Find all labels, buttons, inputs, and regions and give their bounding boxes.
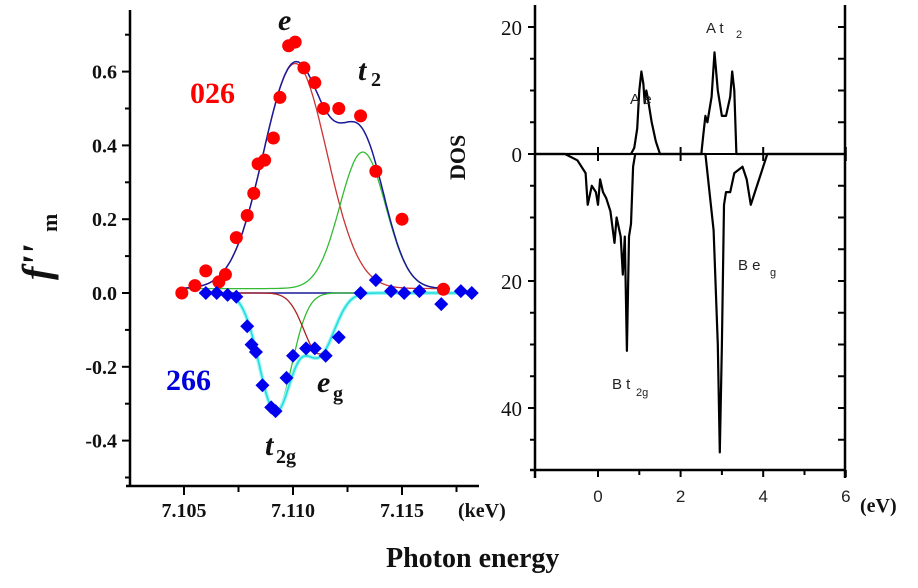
annotation-a-e: A e xyxy=(630,91,652,108)
data-point-266 xyxy=(353,286,368,300)
data-point-026 xyxy=(199,264,213,278)
data-point-266 xyxy=(397,286,412,300)
dos-curve-spin-b xyxy=(536,152,846,454)
data-point-266 xyxy=(434,297,449,312)
data-point-026 xyxy=(436,282,450,296)
data-point-266 xyxy=(384,284,399,299)
series-label-266: 266 xyxy=(166,364,211,397)
series-label-026: 026 xyxy=(190,77,235,110)
shared-x-label: Photon energy xyxy=(386,543,559,574)
data-point-266 xyxy=(331,330,346,345)
left-y-tick-label: 0.2 xyxy=(92,209,117,231)
data-point-026 xyxy=(317,102,331,115)
right-y-label: DOS xyxy=(445,135,470,180)
data-point-026 xyxy=(297,61,311,75)
data-point-026 xyxy=(369,164,383,178)
data-point-026 xyxy=(218,268,232,282)
left-x-tick-label: 7.110 xyxy=(271,500,315,522)
data-point-026 xyxy=(288,35,302,49)
annotation-b-eg-sub: g xyxy=(770,267,776,279)
data-point-026 xyxy=(258,153,272,167)
right-x-unit: (eV) xyxy=(860,495,897,517)
data-point-266 xyxy=(286,348,300,363)
data-point-026 xyxy=(240,209,254,223)
right-y-tick-label: 20 xyxy=(501,270,522,294)
data-point-026 xyxy=(266,131,280,145)
annotation-b-t2g-main: B t xyxy=(612,376,631,393)
data-point-266 xyxy=(412,284,427,299)
data-point-266 xyxy=(299,341,314,356)
annotation-b-t2g-sub: 2g xyxy=(636,387,648,399)
annotation-a-t2-sub: 2 xyxy=(736,29,742,41)
fit-curve-t2 xyxy=(179,151,450,290)
annotation-b-eg-main: B e xyxy=(738,257,761,274)
data-point-266 xyxy=(307,341,322,356)
left-y-tick-label: -0.2 xyxy=(85,357,117,379)
data-point-026 xyxy=(229,231,243,245)
data-point-026 xyxy=(175,286,189,300)
annotation-t2-sub: 2 xyxy=(371,69,381,91)
right-x-tick-label: 4 xyxy=(758,487,767,506)
annotation-t2g-sub: 2g xyxy=(276,446,296,468)
annotation-e: e xyxy=(278,4,291,37)
data-point-266 xyxy=(453,284,468,299)
right-y-tick-label: 40 xyxy=(501,397,522,421)
data-point-026 xyxy=(332,102,346,115)
data-point-026 xyxy=(188,279,202,293)
left-y-tick-label: 0.6 xyxy=(92,62,117,84)
left-y-tick-label: 0.0 xyxy=(92,283,117,305)
annotation-t2: t 2 xyxy=(358,54,381,91)
fit-curve-total-266 xyxy=(199,292,472,413)
left-x-ticks: 7.105 7.110 7.115 xyxy=(162,486,458,522)
left-x-tick-label: 7.105 xyxy=(162,500,207,522)
annotation-a-t2: A t 2 xyxy=(706,20,742,41)
right-panel: 20 0 20 40 0 2 4 6 (eV) DOS A e A t 2 B e g B … xyxy=(445,5,897,517)
right-x-tick-label: 0 xyxy=(593,487,602,506)
data-point-266 xyxy=(464,286,479,300)
right-x-tick-label: 2 xyxy=(676,487,685,506)
left-panel: 0.6 0.4 0.2 0.0 -0.2 -0.4 7.105 7.110 7.115 (ke… xyxy=(14,4,506,522)
annotation-a-t2-main: A t xyxy=(706,20,724,37)
annotation-eg: e g xyxy=(317,366,343,405)
annotation-eg-main: e xyxy=(317,366,330,399)
left-y-label-main: f'' xyxy=(14,244,59,280)
data-point-266 xyxy=(279,370,294,385)
right-x-ticks: 0 2 4 6 xyxy=(530,147,851,506)
left-data-points xyxy=(175,35,479,419)
data-point-266 xyxy=(198,286,213,300)
left-x-tick-label: 7.115 xyxy=(380,500,424,522)
annotation-b-t2g: B t 2g xyxy=(612,376,648,399)
left-x-unit: (keV) xyxy=(458,500,506,522)
dos-curve-spin-a xyxy=(536,51,846,156)
data-point-026 xyxy=(247,186,261,200)
right-y-tick-label: 0 xyxy=(512,143,523,167)
data-point-266 xyxy=(209,286,224,300)
data-point-266 xyxy=(248,345,263,360)
data-point-266 xyxy=(229,289,244,304)
data-point-266 xyxy=(240,319,255,334)
left-y-ticks: 0.6 0.4 0.2 0.0 -0.2 -0.4 xyxy=(85,33,130,479)
left-y-tick-label: 0.4 xyxy=(92,135,117,157)
data-point-266 xyxy=(368,273,383,288)
data-point-266 xyxy=(318,348,333,363)
right-dos-curves xyxy=(536,51,846,454)
left-y-label-sub: m xyxy=(37,214,62,232)
annotation-t2-main: t xyxy=(358,54,368,87)
right-y-ticks: 20 0 20 40 xyxy=(501,16,845,441)
annotation-eg-sub: g xyxy=(333,383,343,405)
left-y-label: f'' m xyxy=(14,214,62,280)
left-y-tick-label: -0.4 xyxy=(85,431,117,453)
annotation-t2g: t 2g xyxy=(265,429,296,468)
data-point-026 xyxy=(395,212,409,226)
annotation-t2g-main: t xyxy=(265,429,275,462)
data-point-266 xyxy=(268,404,283,419)
data-point-026 xyxy=(308,76,322,90)
data-point-026 xyxy=(354,109,368,123)
right-x-tick-label: 6 xyxy=(841,487,850,506)
data-point-026 xyxy=(273,90,287,104)
right-y-tick-label: 20 xyxy=(501,16,522,40)
annotation-b-eg: B e g xyxy=(738,257,776,279)
data-point-266 xyxy=(255,378,270,393)
